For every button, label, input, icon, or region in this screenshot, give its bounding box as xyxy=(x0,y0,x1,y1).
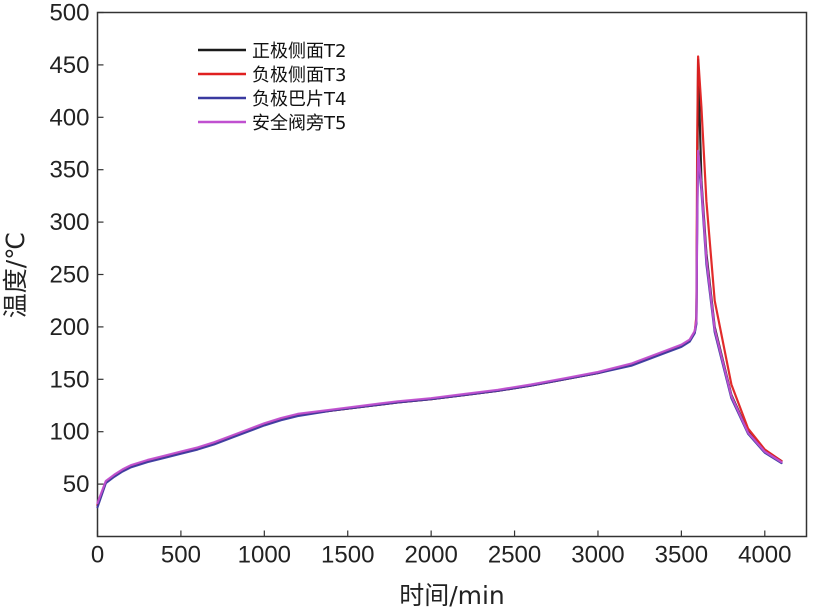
series-line-1 xyxy=(96,58,783,507)
x-tick-label: 500 xyxy=(161,542,201,569)
legend-label: 负极侧面T3 xyxy=(252,65,346,86)
x-tick-label: 3000 xyxy=(571,542,624,569)
axis-ticks: 0 500 1000 1500 2000 2500 3000 3500 4000 50 100 150… xyxy=(49,0,791,569)
x-tick-label: 4000 xyxy=(738,542,791,569)
series-line-4 xyxy=(96,149,783,505)
y-tick-label: 350 xyxy=(49,157,89,184)
y-tick-label: 100 xyxy=(49,419,89,446)
legend-label: 安全阀旁T5 xyxy=(252,113,346,134)
y-axis-title: 温度/℃ xyxy=(1,232,30,319)
y-tick-label: 50 xyxy=(63,471,90,498)
series-line-3 xyxy=(96,156,783,509)
y-tick-label: 300 xyxy=(49,209,89,236)
x-tick-label: 2500 xyxy=(488,542,541,569)
y-tick-label: 150 xyxy=(49,366,89,393)
x-axis-title: 时间/min xyxy=(399,581,505,610)
legend-label: 正极侧面T2 xyxy=(252,41,346,62)
series-line-2 xyxy=(96,55,783,507)
y-tick-label: 250 xyxy=(49,262,89,289)
series-lines xyxy=(96,55,783,509)
x-tick-label: 1000 xyxy=(238,542,291,569)
x-tick-label: 1500 xyxy=(321,542,374,569)
legend-label: 负极巴片T4 xyxy=(252,89,346,110)
y-tick-label: 200 xyxy=(49,314,89,341)
x-tick-label: 2000 xyxy=(404,542,457,569)
y-tick-label: 450 xyxy=(49,52,89,79)
y-tick-label: 500 xyxy=(49,0,89,27)
legend: 正极侧面T2 负极侧面T3 负极巴片T4 安全阀旁T5 xyxy=(198,41,346,134)
x-tick-label: 3500 xyxy=(655,542,708,569)
x-tick-label: 0 xyxy=(91,542,104,569)
y-tick-label: 400 xyxy=(49,104,89,131)
